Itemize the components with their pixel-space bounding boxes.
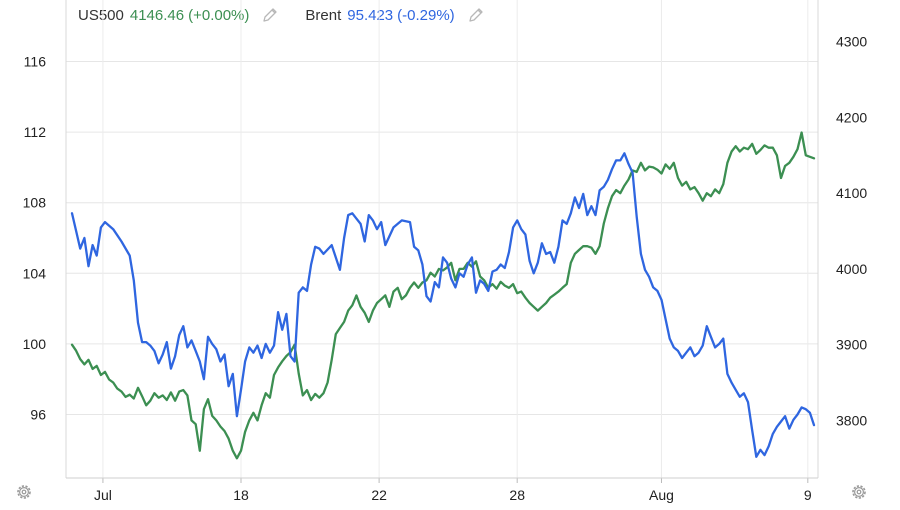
legend-brent-name: Brent	[305, 6, 342, 24]
left-tick-label: 112	[24, 124, 47, 140]
left-tick-label: 116	[24, 54, 47, 70]
right-tick-label: 4200	[836, 109, 867, 125]
chart-legend: US500 4146.46 (+0.00%) Brent 95.423 (-0.…	[78, 3, 511, 27]
left-tick-label: 100	[23, 336, 47, 352]
pencil-icon[interactable]	[261, 6, 279, 24]
series-lines	[70, 131, 816, 460]
left-tick-label: 96	[30, 406, 46, 422]
x-tick-label: 9	[804, 487, 812, 503]
right-tick-label: 3800	[836, 412, 867, 428]
left-tick-label: 108	[23, 195, 47, 211]
x-tick-label: 22	[371, 487, 387, 503]
gear-icon[interactable]	[850, 483, 868, 501]
right-axis-ticks: 4300 4200 4100 4000 3900 3800	[836, 34, 867, 429]
legend-us500-name: US500	[78, 6, 124, 24]
x-tick-label: Aug	[649, 487, 674, 503]
x-axis-ticks: Jul 18 22 28 Aug 9	[94, 487, 812, 503]
left-axis-ticks: 116 112 108 104 100 96	[23, 54, 47, 423]
legend-us500-value: 4146.46	[129, 6, 185, 24]
right-tick-label: 4100	[836, 185, 867, 201]
chart-grid	[66, 0, 818, 478]
series-line-brent[interactable]	[70, 152, 816, 458]
x-tick-label: Jul	[94, 487, 112, 503]
pencil-icon[interactable]	[467, 6, 485, 24]
legend-brent-change: (-0.29%)	[397, 6, 455, 24]
gear-icon[interactable]	[15, 483, 33, 501]
legend-item-us500[interactable]: US500 4146.46 (+0.00%)	[78, 6, 279, 24]
x-tick-label: 28	[509, 487, 525, 503]
legend-item-brent[interactable]: Brent 95.423 (-0.29%)	[305, 6, 484, 24]
right-tick-label: 4000	[836, 261, 867, 277]
x-tick-label: 18	[233, 487, 249, 503]
chart-axes	[65, 0, 819, 483]
right-tick-label: 4300	[836, 34, 867, 50]
legend-brent-value: 95.423	[347, 6, 394, 24]
right-tick-label: 3900	[836, 337, 867, 353]
series-line-us500[interactable]	[70, 131, 816, 460]
left-tick-label: 104	[23, 265, 47, 281]
legend-us500-change: (+0.00%)	[188, 6, 250, 24]
